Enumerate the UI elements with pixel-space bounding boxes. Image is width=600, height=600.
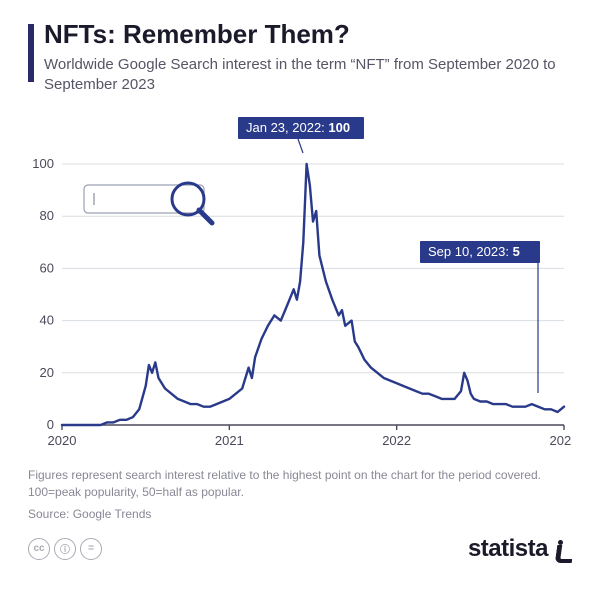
- annotation-peak-label: Jan 23, 2022: 100: [246, 120, 350, 135]
- page-subtitle: Worldwide Google Search interest in the …: [44, 55, 572, 96]
- x-tick-label: 2020: [48, 433, 77, 448]
- line-chart: 0 20 40 60 80 100 2020 2021 2022 2023 Jan 23, 2022…: [28, 113, 572, 453]
- statista-logo: statista: [468, 535, 572, 563]
- search-box-icon: [84, 185, 204, 213]
- x-tick-label: 2022: [382, 433, 411, 448]
- series-line: [62, 164, 564, 425]
- y-tick-label: 100: [32, 156, 54, 171]
- nd-icon: =: [80, 538, 102, 560]
- logo-text: statista: [468, 535, 548, 563]
- accent-bar: [28, 24, 34, 82]
- page-title: NFTs: Remember Them?: [44, 20, 572, 49]
- annotation-latest-label: Sep 10, 2023: 5: [428, 244, 520, 259]
- cc-icon: cc: [28, 538, 50, 560]
- y-tick-label: 0: [47, 417, 54, 432]
- title-block: NFTs: Remember Them? Worldwide Google Se…: [28, 20, 572, 95]
- y-tick-label: 20: [40, 365, 54, 380]
- footer-row: cc ⓘ = statista: [28, 535, 572, 563]
- logo-mark: [550, 538, 572, 560]
- footnote-text: Figures represent search interest relati…: [28, 467, 572, 501]
- y-tick-label: 40: [40, 313, 54, 328]
- source-text: Source: Google Trends: [28, 507, 572, 521]
- chart-container: 0 20 40 60 80 100 2020 2021 2022 2023 Jan 23, 2022…: [28, 113, 572, 453]
- by-icon: ⓘ: [54, 538, 76, 560]
- license-icons: cc ⓘ =: [28, 538, 102, 560]
- x-tick-label: 2021: [215, 433, 244, 448]
- y-tick-label: 80: [40, 208, 54, 223]
- x-tick-label: 2023: [550, 433, 572, 448]
- y-tick-label: 60: [40, 261, 54, 276]
